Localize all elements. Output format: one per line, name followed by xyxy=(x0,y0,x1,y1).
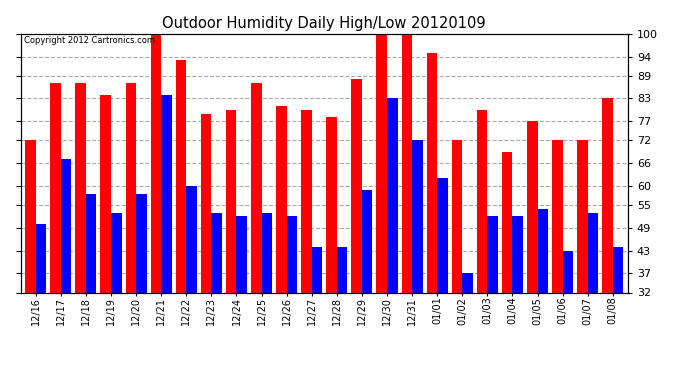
Bar xyxy=(126,83,136,375)
Bar xyxy=(487,216,498,375)
Bar xyxy=(262,213,272,375)
Bar xyxy=(351,80,362,375)
Bar xyxy=(426,53,437,375)
Bar xyxy=(588,213,598,375)
Bar xyxy=(412,140,423,375)
Bar xyxy=(602,99,613,375)
Bar xyxy=(337,247,347,375)
Bar xyxy=(226,110,237,375)
Bar xyxy=(176,60,186,375)
Bar xyxy=(552,140,562,375)
Bar xyxy=(237,216,247,375)
Bar xyxy=(26,140,36,375)
Bar xyxy=(251,83,262,375)
Bar xyxy=(36,224,46,375)
Bar xyxy=(211,213,222,375)
Bar xyxy=(578,140,588,375)
Bar xyxy=(111,213,121,375)
Bar xyxy=(86,194,97,375)
Bar xyxy=(538,209,548,375)
Bar xyxy=(286,216,297,375)
Bar xyxy=(502,152,513,375)
Bar xyxy=(477,110,487,375)
Bar xyxy=(50,83,61,375)
Bar xyxy=(377,34,387,375)
Bar xyxy=(61,159,71,375)
Bar xyxy=(75,83,86,375)
Bar xyxy=(150,34,161,375)
Bar xyxy=(387,99,397,375)
Bar xyxy=(302,110,312,375)
Bar xyxy=(186,186,197,375)
Bar xyxy=(613,247,623,375)
Bar xyxy=(136,194,147,375)
Bar xyxy=(101,94,111,375)
Bar xyxy=(161,94,172,375)
Bar xyxy=(312,247,322,375)
Bar xyxy=(527,121,538,375)
Bar xyxy=(452,140,462,375)
Bar xyxy=(562,251,573,375)
Bar xyxy=(513,216,523,375)
Text: Copyright 2012 Cartronics.com: Copyright 2012 Cartronics.com xyxy=(23,36,155,45)
Bar xyxy=(362,190,373,375)
Bar xyxy=(437,178,448,375)
Bar xyxy=(201,114,211,375)
Bar xyxy=(276,106,286,375)
Title: Outdoor Humidity Daily High/Low 20120109: Outdoor Humidity Daily High/Low 20120109 xyxy=(162,16,486,31)
Bar xyxy=(462,273,473,375)
Bar xyxy=(402,34,412,375)
Bar xyxy=(326,117,337,375)
